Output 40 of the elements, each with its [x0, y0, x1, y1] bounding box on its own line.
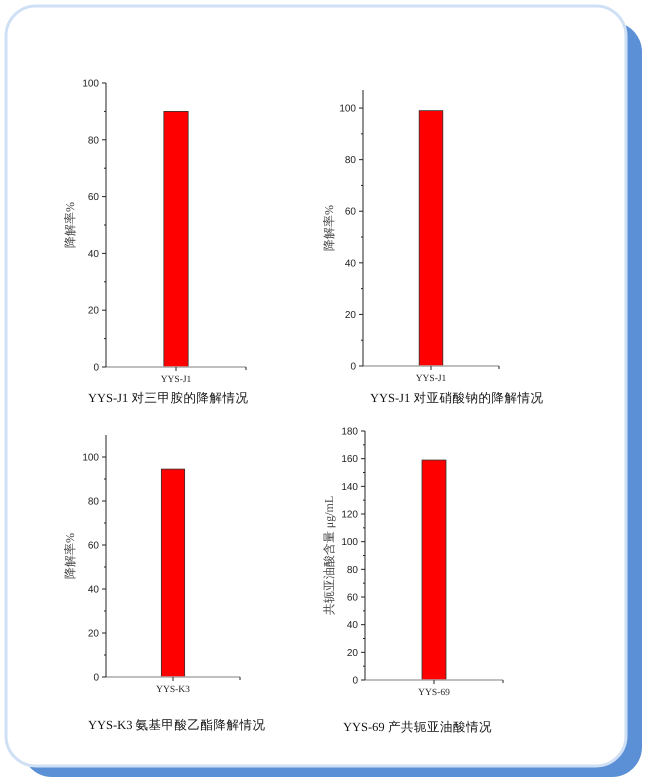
- y-axis-title: 降解率%: [63, 202, 77, 248]
- y-tick-label: 40: [88, 248, 100, 260]
- x-tick-label: YYS-69: [418, 688, 450, 698]
- y-tick-label: 80: [346, 564, 358, 576]
- x-tick-label: YYS-J1: [416, 374, 447, 384]
- y-tick-label: 20: [88, 306, 100, 317]
- y-tick-label: 0: [93, 672, 100, 684]
- text: YYS-69 产共轭亚油酸情况: [343, 720, 492, 734]
- text: YYS-J1 对亚硝酸钠的降解情况: [370, 391, 544, 405]
- y-tick-label: 20: [88, 628, 100, 640]
- y-tick-label: 140: [341, 482, 358, 493]
- y-axis-title: 降解率%: [63, 533, 77, 579]
- y-tick-label: 180: [341, 426, 358, 438]
- y-tick-label: 0: [352, 676, 358, 686]
- x-tick-label: YYS-J1: [160, 375, 192, 385]
- y-tick-label: 80: [344, 155, 356, 166]
- y-tick-label: 20: [344, 310, 356, 321]
- y-tick-label: 160: [341, 454, 358, 466]
- y-tick-label: 60: [88, 192, 100, 204]
- x-tick-label: YYS-K3: [156, 685, 190, 695]
- y-tick-label: 80: [88, 496, 100, 508]
- y-tick-label: 20: [346, 648, 358, 659]
- y-tick-label: 40: [344, 258, 356, 270]
- y-axis-title: 共轭亚油酸含量 μg/mL: [322, 496, 336, 616]
- text: YYS-K3 氨基甲酸乙酯降解情况: [88, 718, 266, 732]
- y-axis-title: 降解率%: [322, 205, 336, 251]
- y-tick-label: 100: [339, 104, 356, 115]
- y-tick-label: 0: [350, 362, 356, 372]
- y-tick-label: 40: [88, 584, 100, 596]
- y-tick-label: 40: [346, 620, 358, 632]
- y-tick-label: 100: [82, 452, 100, 464]
- y-tick-label: 80: [88, 135, 100, 146]
- y-tick-label: 60: [344, 206, 356, 218]
- y-tick-label: 60: [88, 540, 100, 552]
- y-tick-label: 60: [346, 592, 358, 604]
- text: YYS-J1 对三甲胺的降解情况: [88, 391, 248, 405]
- y-tick-label: 0: [93, 362, 100, 374]
- y-tick-label: 120: [341, 510, 358, 520]
- y-tick-label: 100: [82, 78, 100, 90]
- y-tick-label: 100: [341, 537, 358, 548]
